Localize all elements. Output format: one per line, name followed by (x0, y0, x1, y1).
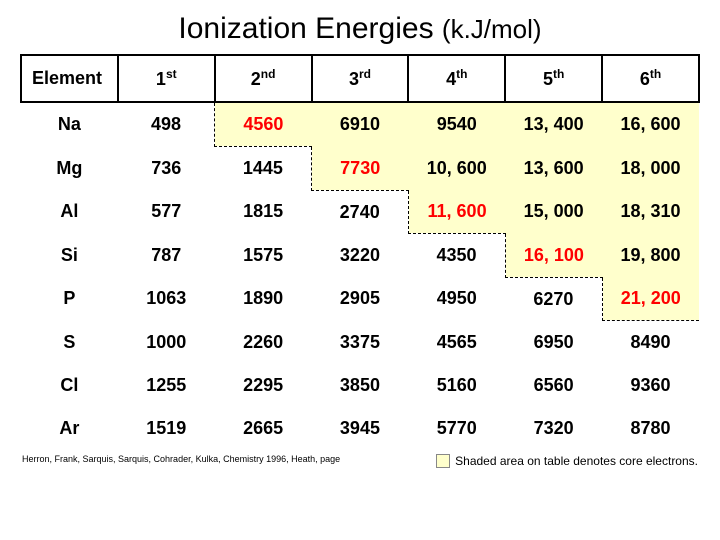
value-cell: 6560 (505, 364, 602, 407)
element-cell: Al (21, 190, 118, 234)
col-element: Element (21, 55, 118, 102)
element-cell: Si (21, 234, 118, 278)
value-cell: 6910 (312, 102, 409, 147)
value-cell: 18, 310 (602, 190, 699, 234)
legend: Shaded area on table denotes core electr… (436, 454, 698, 468)
value-cell: 21, 200 (602, 277, 699, 321)
value-cell: 4560 (215, 102, 312, 147)
value-cell: 2905 (312, 277, 409, 321)
value-cell: 2295 (215, 364, 312, 407)
value-cell: 1890 (215, 277, 312, 321)
value-cell: 13, 400 (505, 102, 602, 147)
value-cell: 3220 (312, 234, 409, 278)
citation: Herron, Frank, Sarquis, Sarquis, Cohrade… (22, 454, 340, 468)
element-cell: S (21, 321, 118, 365)
element-cell: Mg (21, 147, 118, 191)
value-cell: 577 (118, 190, 215, 234)
col-6: 6th (602, 55, 699, 102)
element-cell: Cl (21, 364, 118, 407)
value-cell: 13, 600 (505, 147, 602, 191)
legend-text: Shaded area on table denotes core electr… (455, 454, 698, 468)
value-cell: 1575 (215, 234, 312, 278)
value-cell: 5160 (408, 364, 505, 407)
element-cell: Na (21, 102, 118, 147)
footer: Herron, Frank, Sarquis, Sarquis, Cohrade… (0, 450, 720, 468)
value-cell: 736 (118, 147, 215, 191)
value-cell: 18, 000 (602, 147, 699, 191)
legend-swatch (436, 454, 450, 468)
value-cell: 1519 (118, 407, 215, 450)
value-cell: 2260 (215, 321, 312, 365)
page-title: Ionization Energies (k.J/mol) (0, 0, 720, 54)
value-cell: 9360 (602, 364, 699, 407)
title-unit: (k.J/mol) (442, 14, 542, 44)
value-cell: 4350 (408, 234, 505, 278)
value-cell: 3945 (312, 407, 409, 450)
value-cell: 8490 (602, 321, 699, 365)
value-cell: 4950 (408, 277, 505, 321)
col-3: 3rd (312, 55, 409, 102)
table-row: Cl125522953850516065609360 (21, 364, 699, 407)
value-cell: 3850 (312, 364, 409, 407)
value-cell: 1815 (215, 190, 312, 234)
value-cell: 10, 600 (408, 147, 505, 191)
value-cell: 16, 600 (602, 102, 699, 147)
value-cell: 5770 (408, 407, 505, 450)
table-row: Mg7361445773010, 60013, 60018, 000 (21, 147, 699, 191)
value-cell: 9540 (408, 102, 505, 147)
value-cell: 16, 100 (505, 234, 602, 278)
value-cell: 1063 (118, 277, 215, 321)
value-cell: 6270 (505, 277, 602, 321)
value-cell: 1255 (118, 364, 215, 407)
value-cell: 7730 (312, 147, 409, 191)
ionization-table: Element1st2nd3rd4th5th6th Na498456069109… (20, 54, 700, 450)
table-row: Si78715753220435016, 10019, 800 (21, 234, 699, 278)
value-cell: 787 (118, 234, 215, 278)
table-row: S100022603375456569508490 (21, 321, 699, 365)
ionization-table-wrap: Element1st2nd3rd4th5th6th Na498456069109… (0, 54, 720, 450)
value-cell: 8780 (602, 407, 699, 450)
table-row: Ar151926653945577073208780 (21, 407, 699, 450)
table-row: P1063189029054950627021, 200 (21, 277, 699, 321)
col-2: 2nd (215, 55, 312, 102)
value-cell: 1445 (215, 147, 312, 191)
value-cell: 11, 600 (408, 190, 505, 234)
value-cell: 15, 000 (505, 190, 602, 234)
value-cell: 3375 (312, 321, 409, 365)
value-cell: 2665 (215, 407, 312, 450)
element-cell: P (21, 277, 118, 321)
table-row: Al5771815274011, 60015, 00018, 310 (21, 190, 699, 234)
value-cell: 6950 (505, 321, 602, 365)
col-1: 1st (118, 55, 215, 102)
table-body: Na49845606910954013, 40016, 600Mg7361445… (21, 102, 699, 450)
col-4: 4th (408, 55, 505, 102)
table-row: Na49845606910954013, 40016, 600 (21, 102, 699, 147)
element-cell: Ar (21, 407, 118, 450)
col-5: 5th (505, 55, 602, 102)
value-cell: 4565 (408, 321, 505, 365)
value-cell: 7320 (505, 407, 602, 450)
value-cell: 2740 (312, 190, 409, 234)
value-cell: 1000 (118, 321, 215, 365)
value-cell: 19, 800 (602, 234, 699, 278)
value-cell: 498 (118, 102, 215, 147)
title-main: Ionization Energies (178, 12, 442, 45)
table-header-row: Element1st2nd3rd4th5th6th (21, 55, 699, 102)
